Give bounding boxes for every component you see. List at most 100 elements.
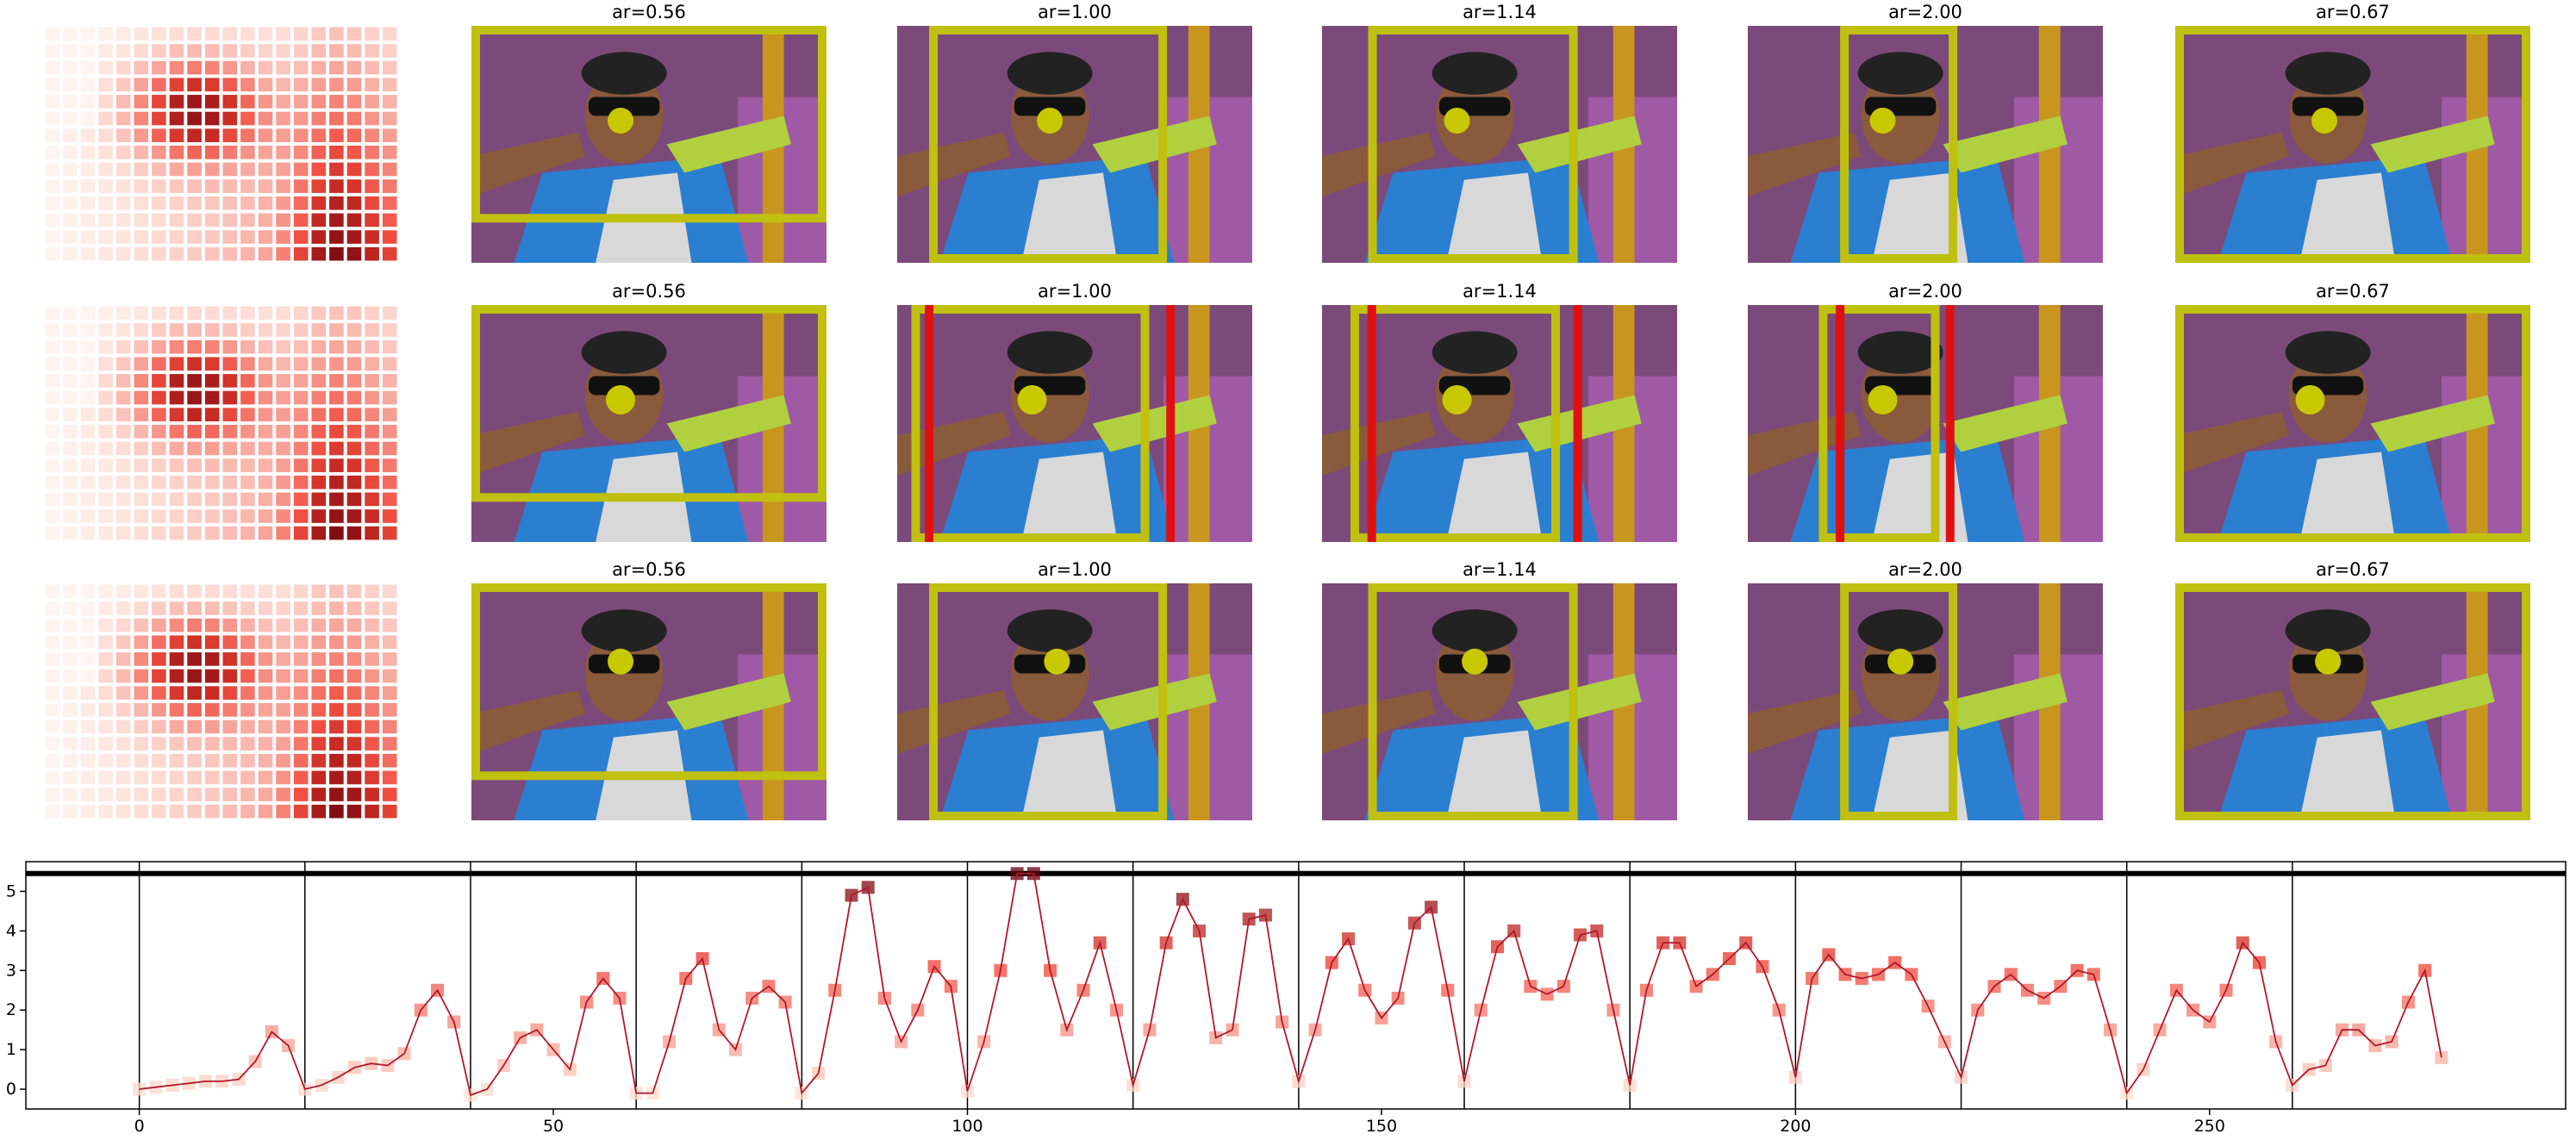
heat-cell [134,770,149,785]
heat-cell [115,458,131,472]
heat-cell [98,669,113,683]
heat-cell [63,230,78,244]
heat-cell [45,128,60,142]
heat-cell [204,584,220,599]
heat-cell [169,213,184,227]
heat-cell [382,213,397,227]
heat-cell [329,425,344,439]
heat-cell [63,408,78,421]
heat-cell [115,492,131,507]
heat-cell [169,374,184,388]
heat-cell [45,44,60,58]
cap [2285,331,2371,374]
heat-cell [134,753,149,768]
heat-cell [98,703,113,717]
heat-cell [98,146,113,159]
heat-cell [115,196,131,210]
panel-title: ar=2.00 [1888,2,1962,22]
heat-cell [187,635,202,650]
heat-cell [204,720,220,734]
heat-cell [293,652,309,666]
heat-cell [382,441,397,456]
center-dot [1037,108,1063,134]
heat-cell [187,246,202,261]
heat-cell [276,492,290,507]
vest [2299,172,2396,263]
heat-cell [134,601,149,615]
heat-cell [63,618,78,632]
heat-cell [329,788,344,801]
heat-cell [152,44,166,58]
heat-cell [187,584,202,599]
heat-cell [240,635,255,650]
heat-cell [293,196,309,210]
heat-cell [222,804,238,819]
heat-cell [187,306,202,321]
heat-cell [115,390,131,405]
heat-cell [152,95,166,109]
heat-cell [204,509,220,523]
heat-cell [204,340,220,354]
heat-cell [45,770,60,785]
heat-cell [152,509,166,523]
heat-cell [98,408,113,421]
heat-cell [382,509,397,523]
heat-cell [382,44,397,58]
heat-cell [115,246,131,261]
heat-cell [134,95,149,109]
heat-cell [276,788,290,801]
heat-cell [204,230,220,244]
heat-cell [311,306,327,321]
heat-cell [204,374,220,388]
heat-cell [222,60,238,75]
heat-cell [63,601,78,615]
heat-cell [311,95,327,109]
heat-cell [80,686,96,700]
heat-cell [276,146,290,159]
heat-cell [45,601,60,615]
heat-cell [204,753,220,768]
photo-panel [897,305,1252,542]
heat-cell [134,340,149,354]
heat-cell [63,340,78,354]
heat-cell [134,441,149,456]
heat-cell [45,246,60,261]
heat-cell [222,230,238,244]
heat-cell [240,458,255,472]
heat-cell [258,95,273,109]
heat-cell [45,475,60,489]
heat-cell [98,509,113,523]
heat-cell [276,196,290,210]
heat-cell [365,306,379,321]
heat-cell [293,323,309,337]
heat-cell [115,27,131,41]
heat-cell [134,526,149,540]
heat-cell [45,111,60,126]
heat-cell [204,703,220,717]
heat-cell [329,753,344,768]
heat-cell [115,720,131,734]
heat-cell [293,44,309,58]
heat-cell [134,425,149,439]
heat-cell [80,95,96,109]
heat-cell [45,584,60,599]
heat-cell [329,162,344,177]
y-tick-label: 4 [6,921,16,940]
heat-cell [98,475,113,489]
arm [1322,132,1436,196]
heat-cell [258,509,273,523]
heat-cell [80,441,96,456]
heat-cell [45,60,60,75]
heat-cell [258,146,273,159]
heat-cell [346,475,362,489]
heat-cell [169,390,184,405]
heat-cell [204,213,220,227]
heat-cell [152,425,166,439]
arm [2175,132,2289,196]
heat-cell [346,111,362,126]
heat-cell [276,246,290,261]
heat-cell [276,111,290,126]
heat-cell [169,27,184,41]
heat-cell [365,703,379,717]
heat-cell [80,492,96,507]
